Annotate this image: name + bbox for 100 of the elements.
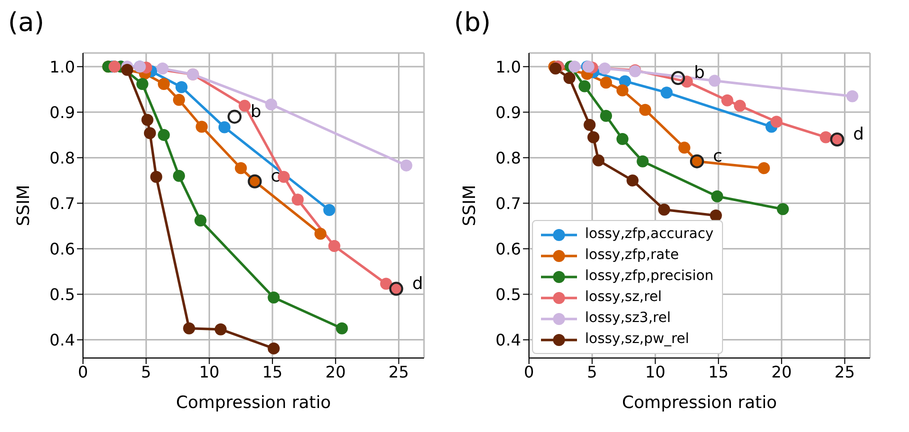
legend-label: lossy,zfp,rate: [585, 246, 679, 265]
point: [194, 214, 206, 227]
x-tick-label: 15: [262, 362, 283, 382]
point: [592, 154, 604, 166]
legend-label: lossy,sz,rel: [585, 288, 662, 307]
y-axis-title: SSIM: [14, 184, 34, 226]
point: [770, 116, 783, 128]
y-tick-label: 0.9: [50, 102, 75, 122]
point: [721, 94, 734, 106]
point: [578, 80, 591, 92]
point: [563, 72, 576, 84]
point: [660, 86, 673, 99]
point: [158, 128, 170, 141]
point: [600, 110, 612, 122]
annotation: d: [853, 124, 864, 145]
y-tick-label: 0.7: [50, 194, 75, 213]
point: [400, 159, 412, 172]
y-tick-label: 0.4: [496, 330, 521, 350]
point: [156, 62, 169, 74]
point: [636, 155, 649, 168]
point: [820, 131, 832, 144]
legend-label: lossy,sz3,rel: [585, 309, 671, 328]
y-tick-label: 0.5: [50, 284, 75, 304]
point: [234, 162, 247, 174]
y-tick-label: 0.4: [50, 330, 75, 350]
chart-title: (a): [8, 8, 44, 38]
point: [776, 203, 789, 216]
point: [380, 278, 392, 290]
point: [708, 74, 721, 87]
annotation: d: [412, 274, 424, 294]
point: [144, 127, 156, 140]
x-axis-title: Compression ratio: [622, 393, 777, 413]
point: [268, 291, 280, 304]
y-tick-label: 1.0: [496, 57, 521, 76]
legend-label: lossy,sz,pw_rel: [585, 330, 690, 349]
point: [196, 120, 208, 133]
x-tick-label: 20: [771, 362, 792, 382]
point: [141, 114, 154, 126]
point: [218, 121, 230, 134]
point: [268, 342, 280, 354]
x-axis-title: Compression ratio: [176, 393, 331, 413]
point: [238, 100, 251, 112]
y-tick-label: 0.7: [496, 194, 521, 213]
annotation: c: [712, 146, 722, 166]
legend-label: lossy,zfp,accuracy: [585, 225, 714, 244]
x-tick-label: 10: [199, 362, 220, 382]
point: [616, 84, 628, 96]
point: [658, 204, 670, 216]
point: [710, 210, 722, 222]
point: [121, 64, 134, 76]
point: [172, 170, 185, 182]
point: [758, 162, 770, 174]
x-tick-label: 25: [834, 362, 855, 382]
annotation: c: [270, 166, 280, 186]
x-tick-label: 10: [645, 362, 666, 382]
point: [711, 190, 724, 202]
point: [278, 170, 290, 183]
chart-title: (b): [454, 8, 491, 38]
x-tick-label: 5: [587, 362, 598, 382]
point: [846, 90, 858, 102]
y-tick-label: 0.9: [496, 102, 521, 122]
point: [214, 323, 227, 336]
point: [292, 194, 304, 206]
point: [158, 78, 170, 90]
x-tick-label: 0: [524, 362, 534, 382]
point: [598, 62, 611, 74]
point: [626, 174, 639, 186]
point: [328, 240, 340, 252]
y-tick-label: 0.8: [50, 148, 75, 168]
point: [172, 94, 185, 106]
point: [616, 133, 628, 146]
point: [568, 60, 580, 73]
y-axis-title: SSIM: [460, 184, 480, 226]
point: [600, 76, 612, 89]
x-tick-label: 5: [141, 362, 152, 382]
y-tick-label: 0.6: [496, 239, 521, 258]
annotation: b: [694, 63, 705, 84]
legend-label: lossy,zfp,precision: [585, 267, 714, 286]
point: [678, 142, 690, 154]
point: [176, 81, 188, 94]
point: [734, 100, 746, 112]
point: [136, 78, 148, 90]
y-tick-label: 0.8: [496, 148, 521, 168]
y-tick-label: 0.5: [496, 284, 521, 304]
point: [336, 322, 348, 334]
point: [314, 228, 326, 240]
point: [265, 98, 278, 110]
point: [587, 131, 600, 144]
point: [150, 170, 162, 183]
x-tick-label: 25: [388, 362, 409, 382]
annotation: b: [250, 102, 262, 122]
x-tick-label: 15: [708, 362, 729, 382]
x-tick-label: 20: [325, 362, 346, 382]
y-tick-label: 1.0: [50, 57, 75, 76]
y-tick-label: 0.6: [50, 239, 75, 258]
x-tick-label: 0: [78, 362, 88, 382]
point: [183, 322, 196, 334]
point: [639, 104, 652, 116]
point: [323, 204, 336, 216]
point: [584, 118, 596, 131]
